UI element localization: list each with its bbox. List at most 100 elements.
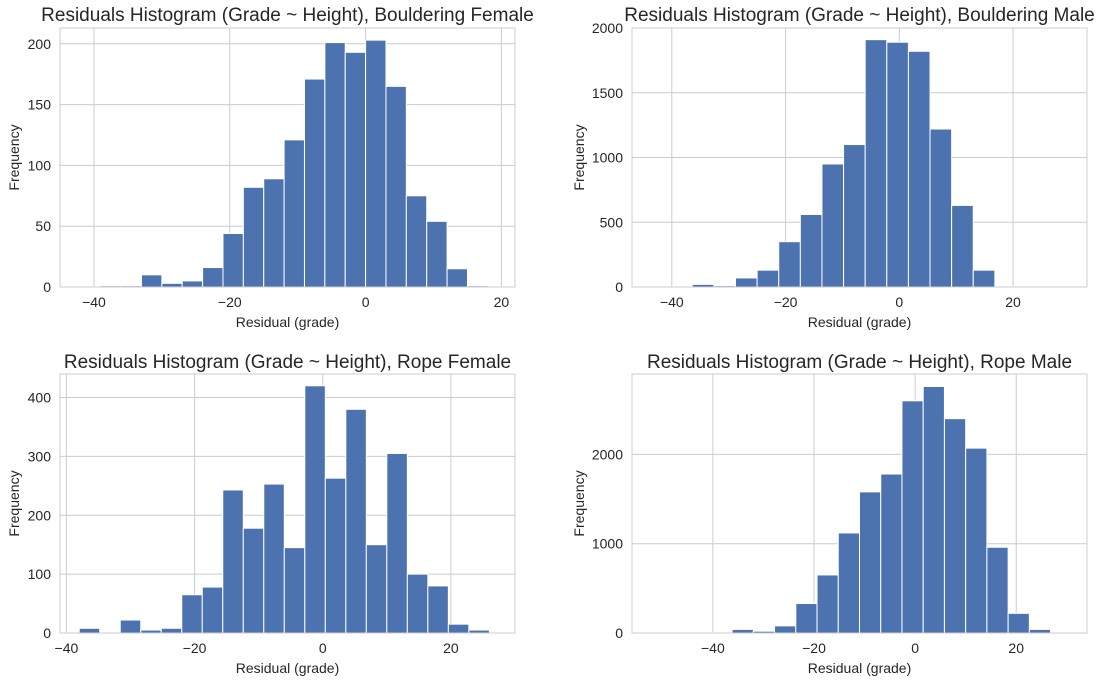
histogram-bar (735, 277, 758, 288)
x-tick-label: 0 (911, 640, 919, 656)
chart-title: Residuals Histogram (Grade ~ Height), Bo… (41, 5, 534, 26)
chart-panel-4: −40 −20 0 20 0 1000 2000 Residuals Histogram (G… (571, 352, 1088, 676)
y-tick-label: 0 (615, 279, 623, 295)
y-tick-label: 500 (600, 214, 624, 230)
x-tick-label: 20 (1008, 640, 1024, 656)
histogram-bar (943, 418, 967, 634)
y-tick-label: 150 (28, 97, 52, 113)
histogram-bar (344, 51, 367, 288)
x-tick-label: 20 (494, 294, 510, 310)
histogram-bar (880, 473, 903, 634)
histogram-bar (119, 619, 142, 634)
histogram-bar (756, 269, 780, 288)
histogram-bar (242, 527, 265, 634)
histogram-bar (859, 491, 882, 634)
histogram-bar (427, 585, 449, 634)
y-tick-label: 0 (43, 279, 51, 295)
histogram-bar (161, 282, 183, 288)
histogram-bar (406, 573, 429, 634)
histogram-bar (324, 477, 347, 634)
x-axis-label: Residual (grade) (236, 314, 340, 330)
y-tick-label: 0 (43, 625, 51, 641)
histogram-bar (907, 50, 931, 288)
histogram-bar (201, 586, 224, 634)
plot-frame (59, 373, 516, 634)
histogram-bar (795, 603, 818, 634)
histogram-bar (821, 163, 845, 288)
histogram-bar (426, 220, 448, 288)
y-tick-label: 2000 (592, 446, 623, 462)
histogram-bar (78, 627, 101, 634)
y-tick-label: 1000 (592, 536, 623, 552)
histogram-bar (1007, 612, 1030, 634)
x-tick-label: −40 (55, 640, 79, 656)
x-tick-label: −20 (802, 640, 826, 656)
histogram-bar (986, 546, 1009, 634)
y-tick-label: 200 (28, 507, 52, 523)
x-tick-label: 20 (443, 640, 459, 656)
histogram-bar (447, 623, 470, 634)
histogram-bar (929, 128, 953, 288)
histogram-bar (222, 232, 244, 288)
x-tick-label: 0 (895, 294, 903, 310)
histogram-bar (799, 213, 823, 288)
histogram-bar (446, 268, 468, 288)
histogram-bar (263, 178, 285, 288)
histogram-bar (304, 385, 326, 634)
histogram-bar (283, 547, 306, 634)
histogram-bar (731, 628, 754, 634)
histogram-bar (283, 139, 305, 288)
histogram-bar (965, 447, 988, 634)
histogram-bar (181, 280, 204, 288)
y-axis-label: Frequency (571, 124, 587, 190)
histogram-bar (864, 39, 888, 288)
x-tick-label: −20 (183, 640, 207, 656)
chart-title: Residuals Histogram (Grade ~ Height), Ro… (647, 352, 1072, 373)
y-tick-label: 50 (35, 218, 51, 234)
histogram-bar (951, 204, 974, 288)
x-axis-label: Residual (grade) (808, 660, 912, 676)
histogram-bar (816, 574, 839, 634)
histogram-bar (181, 594, 203, 634)
histogram-bar (385, 85, 407, 288)
y-tick-label: 300 (28, 448, 52, 464)
plot-frame (631, 373, 1088, 634)
histogram-bar (843, 144, 866, 288)
histogram-bar (160, 627, 183, 634)
histogram-bar (202, 267, 224, 288)
y-tick-label: 1500 (592, 85, 623, 101)
histogram-bar (778, 241, 801, 288)
histogram-bar (1028, 628, 1052, 634)
histogram-bar (972, 269, 996, 288)
histogram-bar (222, 489, 244, 634)
plot-frame (631, 27, 1088, 288)
x-tick-label: −40 (82, 294, 106, 310)
histogram-bar (922, 386, 945, 634)
x-tick-label: −20 (218, 294, 242, 310)
y-axis-label: Frequency (6, 124, 22, 190)
histogram-bar (386, 452, 408, 634)
histogram-bar (886, 41, 909, 288)
histogram-bar (365, 39, 387, 288)
plot-frame (59, 27, 516, 288)
y-tick-label: 100 (28, 566, 52, 582)
histogram-bar (774, 625, 797, 634)
histogram-bar (365, 544, 388, 634)
histogram-bar (901, 400, 924, 634)
y-tick-label: 200 (28, 36, 52, 52)
x-axis-label: Residual (grade) (236, 660, 340, 676)
histogram-bar (324, 42, 346, 288)
x-tick-label: 0 (319, 640, 327, 656)
histogram-bar (140, 274, 163, 288)
y-tick-label: 100 (28, 157, 52, 173)
y-axis-label: Frequency (571, 470, 587, 536)
y-tick-label: 1000 (592, 150, 623, 166)
histogram-bar (242, 186, 265, 288)
x-tick-label: 20 (1005, 294, 1021, 310)
chart-title: Residuals Histogram (Grade ~ Height), Ro… (64, 352, 511, 373)
y-tick-label: 0 (615, 625, 623, 641)
x-tick-label: 0 (362, 294, 370, 310)
x-tick-label: −20 (774, 294, 798, 310)
